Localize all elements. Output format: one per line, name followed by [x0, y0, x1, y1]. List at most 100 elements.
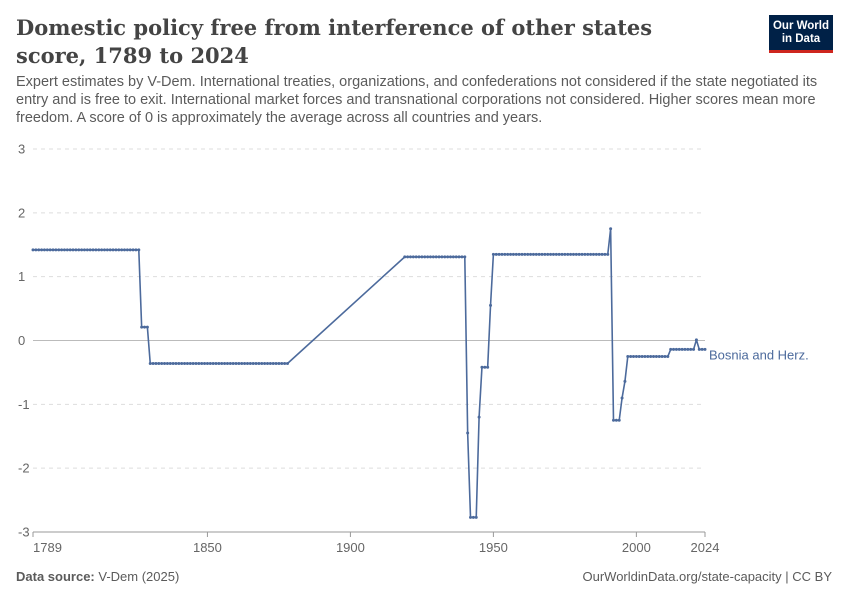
- data-point: [228, 361, 232, 365]
- data-point: [65, 248, 69, 252]
- data-point: [549, 252, 553, 256]
- chart-subtitle: Expert estimates by V-Dem. International…: [16, 74, 818, 126]
- data-point: [183, 361, 187, 365]
- data-point: [428, 255, 432, 259]
- series-line: [33, 249, 288, 365]
- x-tick-label: 1850: [193, 540, 222, 555]
- data-point: [431, 255, 435, 259]
- data-point: [609, 227, 613, 231]
- series-layer: Bosnia and Herz.: [33, 227, 809, 519]
- data-point: [448, 255, 452, 259]
- data-point: [672, 347, 676, 351]
- data-point: [31, 248, 35, 252]
- data-point: [248, 361, 252, 365]
- data-point: [563, 252, 567, 256]
- data-point: [283, 361, 287, 365]
- data-point: [265, 361, 269, 365]
- data-point: [280, 361, 284, 365]
- data-point: [531, 252, 535, 256]
- data-point: [426, 255, 430, 259]
- data-point: [123, 248, 127, 252]
- data-point: [683, 347, 687, 351]
- data-point: [414, 255, 418, 259]
- data-point: [694, 338, 698, 342]
- data-point: [440, 255, 444, 259]
- footer-url[interactable]: OurWorldinData.org/state-capacity | CC B…: [582, 569, 832, 584]
- data-point: [211, 361, 215, 365]
- data-point: [117, 248, 121, 252]
- data-point: [154, 361, 158, 365]
- data-point: [48, 248, 52, 252]
- y-tick-label: 1: [18, 269, 25, 284]
- data-point: [245, 361, 249, 365]
- data-point: [569, 252, 573, 256]
- data-point: [88, 248, 92, 252]
- data-point: [692, 347, 696, 351]
- data-point: [165, 361, 169, 365]
- data-point: [514, 252, 518, 256]
- data-point: [643, 354, 647, 358]
- data-point: [408, 255, 412, 259]
- data-point: [277, 361, 281, 365]
- data-point: [529, 252, 533, 256]
- data-point: [57, 248, 61, 252]
- data-point: [194, 361, 198, 365]
- data-point: [420, 255, 424, 259]
- data-point: [260, 361, 264, 365]
- data-point: [220, 361, 224, 365]
- data-point: [271, 361, 275, 365]
- data-point: [660, 354, 664, 358]
- source-label: Data source:: [16, 569, 95, 584]
- data-point: [620, 396, 624, 400]
- data-point: [406, 255, 410, 259]
- data-point: [128, 248, 132, 252]
- data-point: [231, 361, 235, 365]
- data-point: [143, 325, 147, 329]
- y-tick-label: 3: [18, 142, 25, 157]
- owid-logo[interactable]: Our World in Data: [769, 15, 833, 53]
- data-point: [437, 255, 441, 259]
- data-point: [669, 347, 673, 351]
- data-point: [700, 347, 704, 351]
- data-point: [263, 361, 267, 365]
- data-point: [463, 255, 467, 259]
- data-point: [274, 361, 278, 365]
- data-point: [174, 361, 178, 365]
- data-point: [45, 248, 49, 252]
- data-point: [646, 354, 650, 358]
- data-point: [443, 255, 447, 259]
- data-point: [614, 418, 618, 422]
- data-point: [137, 248, 141, 252]
- data-point: [240, 361, 244, 365]
- data-point: [577, 252, 581, 256]
- data-point: [37, 248, 41, 252]
- data-point: [60, 248, 64, 252]
- data-point: [560, 252, 564, 256]
- data-point: [188, 361, 192, 365]
- data-point: [554, 252, 558, 256]
- data-point: [626, 354, 630, 358]
- data-point: [503, 252, 507, 256]
- data-point: [74, 248, 78, 252]
- data-point: [62, 248, 66, 252]
- data-point: [200, 361, 204, 365]
- data-point: [546, 252, 550, 256]
- data-point: [411, 255, 415, 259]
- data-point: [606, 252, 610, 256]
- data-point: [491, 252, 495, 256]
- data-point: [197, 361, 201, 365]
- data-point: [703, 347, 707, 351]
- data-point: [540, 252, 544, 256]
- y-tick-label: -3: [18, 525, 30, 540]
- data-point: [208, 361, 212, 365]
- data-point: [42, 248, 46, 252]
- data-point: [489, 303, 493, 307]
- data-point: [634, 354, 638, 358]
- data-point: [54, 248, 58, 252]
- x-tick-label: 1950: [479, 540, 508, 555]
- data-point: [471, 515, 475, 519]
- data-point: [111, 248, 115, 252]
- data-point: [600, 252, 604, 256]
